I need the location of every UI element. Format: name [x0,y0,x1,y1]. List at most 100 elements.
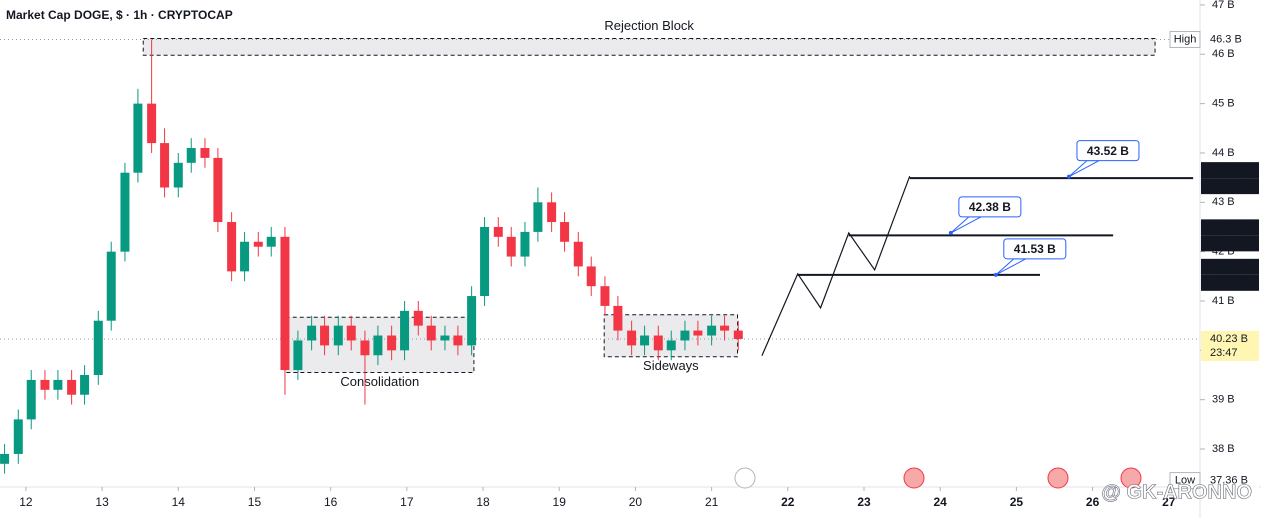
candle-body [600,286,610,306]
price-tag-note: Low [1175,474,1195,486]
x-tick-label: 18 [476,495,490,509]
candle-body [693,330,703,336]
price-tag-label: 41.53 B [1210,261,1249,273]
candle-body [533,202,543,232]
price-tag [1201,472,1259,489]
candle-body [520,231,530,257]
callout-box [1076,140,1140,162]
zone-label: Sideways [643,358,699,373]
candle-body [333,325,343,346]
candle-body [707,325,717,336]
chart-title: Market Cap DOGE, $ · 1h · CRYPTOCAP [6,8,233,22]
event-icon [903,467,925,489]
price-tag [1201,31,1259,48]
candle-body [493,226,503,237]
price-tag-note: High [1174,33,1197,45]
callout-box [1003,238,1067,260]
candle-body [400,310,410,351]
candle-body [106,251,116,321]
y-tick-label: 39 B [1212,394,1235,406]
candle-body [360,340,370,356]
candle-body [640,335,650,346]
candle-body [0,453,10,464]
price-tag-label: 40.23 B [1210,333,1248,345]
candle-body [613,305,623,331]
candle-body [440,335,450,341]
y-tick-label: 46 B [1212,48,1235,60]
x-tick-label: 21 [705,495,719,509]
x-tick-label: 25 [1010,495,1024,509]
candle-body [426,325,436,341]
price-tag-note-box [1169,472,1201,490]
candle-body [293,340,303,371]
price-tag-label: 37.36 B [1210,474,1248,486]
x-tick-label: 26 [1086,495,1100,509]
candle-body [173,162,183,188]
candle-body [720,325,730,331]
candle-body [307,325,317,341]
x-tick-label: 13 [95,495,109,509]
x-tick-label: 22 [781,495,795,509]
candle-body [547,202,557,223]
plot-area: Rejection Block Consolidation Sideways 43.5… [0,18,1200,474]
candle-body [213,157,223,223]
candle-body [80,374,90,395]
callout-label: 42.38 B [969,200,1011,214]
price-tag-label: 42.33 B [1210,221,1249,233]
y-tick-label: 38 B [1212,443,1235,455]
candle-body [586,266,596,287]
callout-anchor [1066,174,1071,179]
zone-label: Rejection Block [604,18,694,33]
candle-body [133,103,143,173]
candle-body [147,103,157,144]
y-tick-label: 41 B [1212,295,1235,307]
price-tag [1201,274,1259,291]
candle-body [200,148,210,158]
candle-body [160,143,170,188]
x-tick-label: 12 [19,495,33,509]
y-tick-label: 44 B [1212,147,1235,159]
candle-body [346,325,356,341]
candle-body [453,335,463,346]
candle-body [627,330,637,346]
candle-body [387,335,397,351]
candle-body [120,172,130,252]
price-tag [1201,219,1259,236]
callout-label: 41.53 B [1014,242,1056,256]
price-tag-label: 46.3 B [1210,33,1242,45]
candle-body [26,379,36,420]
x-tick-label: 27 [1162,495,1176,509]
price-tag [1201,178,1259,195]
candle-body [413,310,423,326]
price-tag [1201,235,1259,252]
zone-box [142,37,1156,56]
event-icon [1120,467,1142,489]
candle-body [573,241,583,267]
candle-body [266,236,276,247]
x-tick-label: 24 [934,495,948,509]
price-tag [1201,330,1259,361]
callout-box [958,196,1022,218]
price-tag-label: 41.53 B [1210,277,1249,289]
x-tick-label: 15 [248,495,262,509]
candle-body [227,222,237,272]
candle-body [186,148,196,163]
event-icons [734,467,1142,489]
x-tick-label: 17 [400,495,414,509]
candle-body [480,226,490,297]
projection-path [761,175,911,356]
candle-body [320,325,330,346]
callout-anchor [993,272,998,277]
watermark: @ GK-ARONNO [1101,481,1252,503]
candle-body [506,236,516,257]
callout-anchor [948,230,953,235]
candle-body [733,330,743,339]
y-tick-label: 47 B [1212,0,1235,11]
candle-body [67,379,77,395]
x-tick-label: 16 [324,495,338,509]
candle-body [253,241,263,247]
event-icon [1047,467,1069,489]
y-tick-label: 45 B [1212,98,1235,110]
price-tag [1201,162,1259,179]
